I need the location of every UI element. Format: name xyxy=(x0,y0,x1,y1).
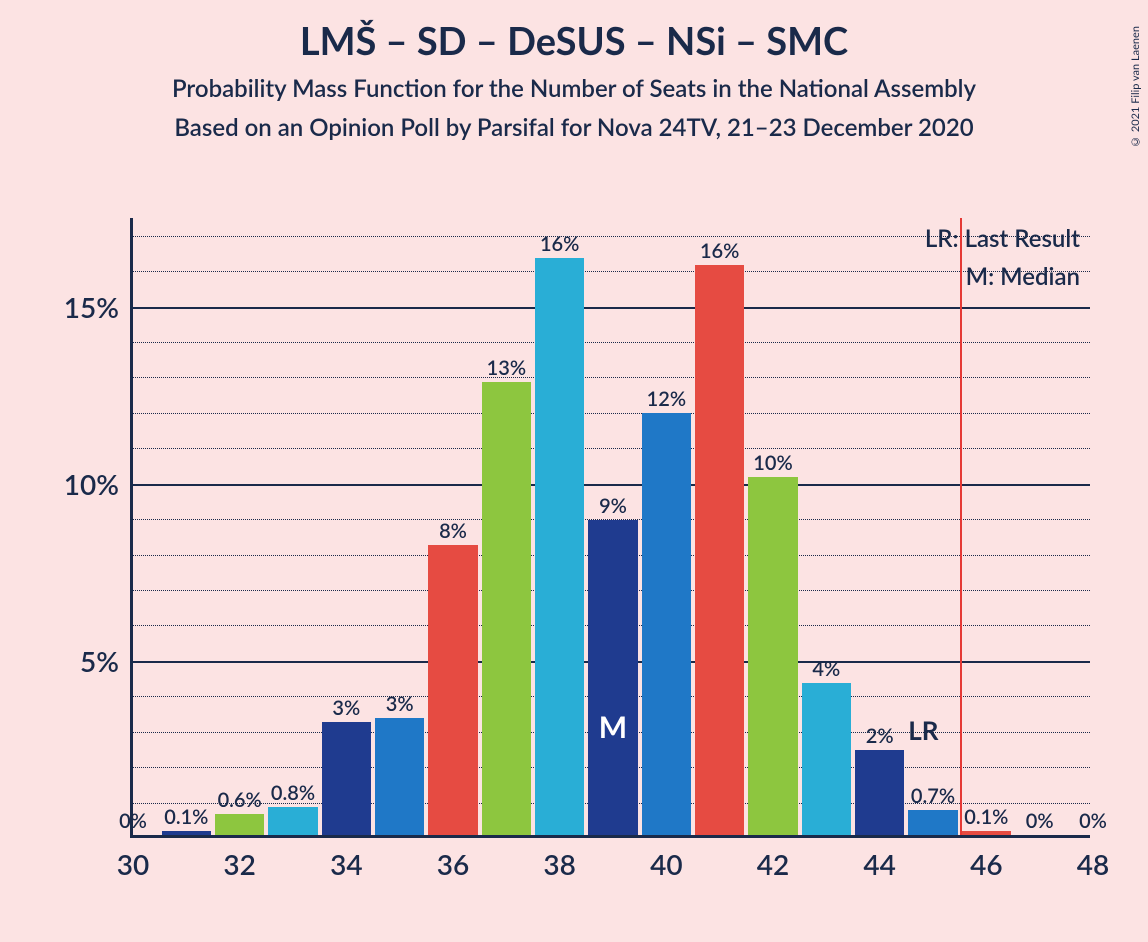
bar-value-label: 2% xyxy=(866,724,894,750)
bar: 16% xyxy=(695,265,744,835)
bar: 3% xyxy=(322,722,371,835)
bar: 12% xyxy=(642,413,691,835)
bar-value-label: 0% xyxy=(1079,809,1107,833)
y-axis-label: 10% xyxy=(64,467,133,501)
gridline-minor xyxy=(133,377,1090,378)
bar: 10% xyxy=(748,477,797,835)
chart-plot-area: LR: Last Result M: Median 5%10%15%303234… xyxy=(130,218,1090,838)
bar-value-label: 3% xyxy=(386,692,414,718)
bar-value-label: 0% xyxy=(119,809,147,833)
bar-value-label: 0.6% xyxy=(218,788,262,814)
x-axis-label: 42 xyxy=(757,835,789,881)
x-axis-label: 44 xyxy=(863,835,895,881)
x-axis-label: 40 xyxy=(650,835,682,881)
bar: 0.1% xyxy=(962,831,1011,835)
bar-value-label: 12% xyxy=(647,387,686,413)
bar: 4% xyxy=(802,683,851,835)
median-mark: M xyxy=(599,709,627,745)
bar: 0.8% xyxy=(268,807,317,835)
copyright-text: © 2021 Filip van Laenen xyxy=(1129,26,1142,148)
legend-m: M: Median xyxy=(966,262,1080,291)
x-axis-label: 48 xyxy=(1077,835,1109,881)
bar-value-label: 3% xyxy=(332,696,360,722)
bar-value-label: 4% xyxy=(812,657,840,683)
x-axis-label: 30 xyxy=(117,835,149,881)
gridline-minor xyxy=(133,342,1090,343)
gridline-major xyxy=(133,484,1090,486)
legend-lr: LR: Last Result xyxy=(925,224,1080,253)
bar: 16% xyxy=(535,258,584,835)
bar: 0.6% xyxy=(215,814,264,835)
bar: 3% xyxy=(375,718,424,835)
gridline-major xyxy=(133,307,1090,309)
bar: 8% xyxy=(428,545,477,836)
gridline-minor xyxy=(133,448,1090,449)
lr-mark: LR xyxy=(908,714,938,746)
x-axis-label: 38 xyxy=(543,835,575,881)
bar-value-label: 13% xyxy=(487,356,526,382)
bar-value-label: 16% xyxy=(540,232,579,258)
bar-value-label: 16% xyxy=(700,239,739,265)
bar-value-label: 0% xyxy=(1026,809,1054,833)
bar-value-label: 0.7% xyxy=(911,784,955,810)
bar: 0.1% xyxy=(162,831,211,835)
bar: 2% xyxy=(855,750,904,835)
gridline-minor xyxy=(133,236,1090,237)
gridline-minor xyxy=(133,413,1090,414)
bar-value-label: 8% xyxy=(439,519,467,545)
x-axis-label: 34 xyxy=(330,835,362,881)
bar-value-label: 10% xyxy=(753,451,792,477)
x-axis-label: 32 xyxy=(223,835,255,881)
bar: 0.7% xyxy=(908,810,957,835)
bar-value-label: 0.1% xyxy=(164,805,208,831)
x-axis-label: 46 xyxy=(970,835,1002,881)
bar: 9%M xyxy=(588,520,637,835)
chart-source: Based on an Opinion Poll by Parsifal for… xyxy=(0,113,1148,142)
bar-value-label: 0.1% xyxy=(964,805,1008,831)
bar-value-label: 0.8% xyxy=(271,781,315,807)
bar: 13% xyxy=(482,382,531,835)
chart-subtitle: Probability Mass Function for the Number… xyxy=(0,74,1148,103)
y-axis-label: 5% xyxy=(80,644,133,678)
bar-value-label: 9% xyxy=(599,494,627,520)
x-axis-label: 36 xyxy=(437,835,469,881)
gridline-minor xyxy=(133,271,1090,272)
chart-title: LMŠ – SD – DeSUS – NSi – SMC xyxy=(0,18,1148,64)
y-axis-label: 15% xyxy=(64,290,133,324)
last-result-line xyxy=(960,218,962,835)
